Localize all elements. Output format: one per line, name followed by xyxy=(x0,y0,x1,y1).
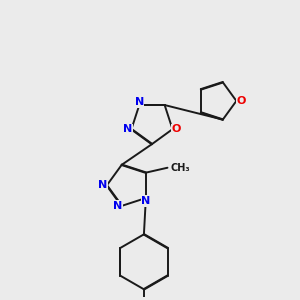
Text: CH₃: CH₃ xyxy=(170,163,190,173)
Text: O: O xyxy=(237,96,246,106)
Text: N: N xyxy=(141,196,151,206)
Text: N: N xyxy=(123,124,132,134)
Text: N: N xyxy=(98,180,107,190)
Text: N: N xyxy=(113,201,122,211)
Text: N: N xyxy=(135,97,144,107)
Text: O: O xyxy=(172,124,181,134)
